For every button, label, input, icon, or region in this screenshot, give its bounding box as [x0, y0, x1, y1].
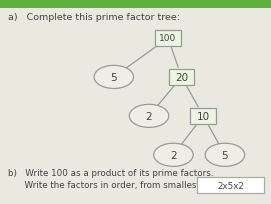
- Ellipse shape: [205, 144, 245, 166]
- Text: 10: 10: [197, 111, 210, 121]
- FancyBboxPatch shape: [197, 177, 264, 193]
- Ellipse shape: [129, 105, 169, 128]
- Text: 20: 20: [175, 73, 188, 82]
- FancyBboxPatch shape: [155, 31, 181, 47]
- Text: 2: 2: [146, 111, 152, 121]
- Text: 2x5x2: 2x5x2: [217, 181, 244, 190]
- Ellipse shape: [94, 66, 134, 89]
- Text: 5: 5: [222, 150, 228, 160]
- Text: Write the factors in order, from smallest to largest.: Write the factors in order, from smalles…: [8, 181, 247, 190]
- FancyBboxPatch shape: [190, 108, 216, 124]
- Text: 5: 5: [111, 73, 117, 82]
- FancyBboxPatch shape: [169, 70, 195, 85]
- Ellipse shape: [154, 144, 193, 166]
- Bar: [0, 0, 271, 9]
- Text: b)   Write 100 as a product of its prime factors.: b) Write 100 as a product of its prime f…: [8, 168, 214, 177]
- Text: a)   Complete this prime factor tree:: a) Complete this prime factor tree:: [8, 13, 180, 22]
- Text: 100: 100: [159, 34, 177, 43]
- Text: 2: 2: [170, 150, 177, 160]
